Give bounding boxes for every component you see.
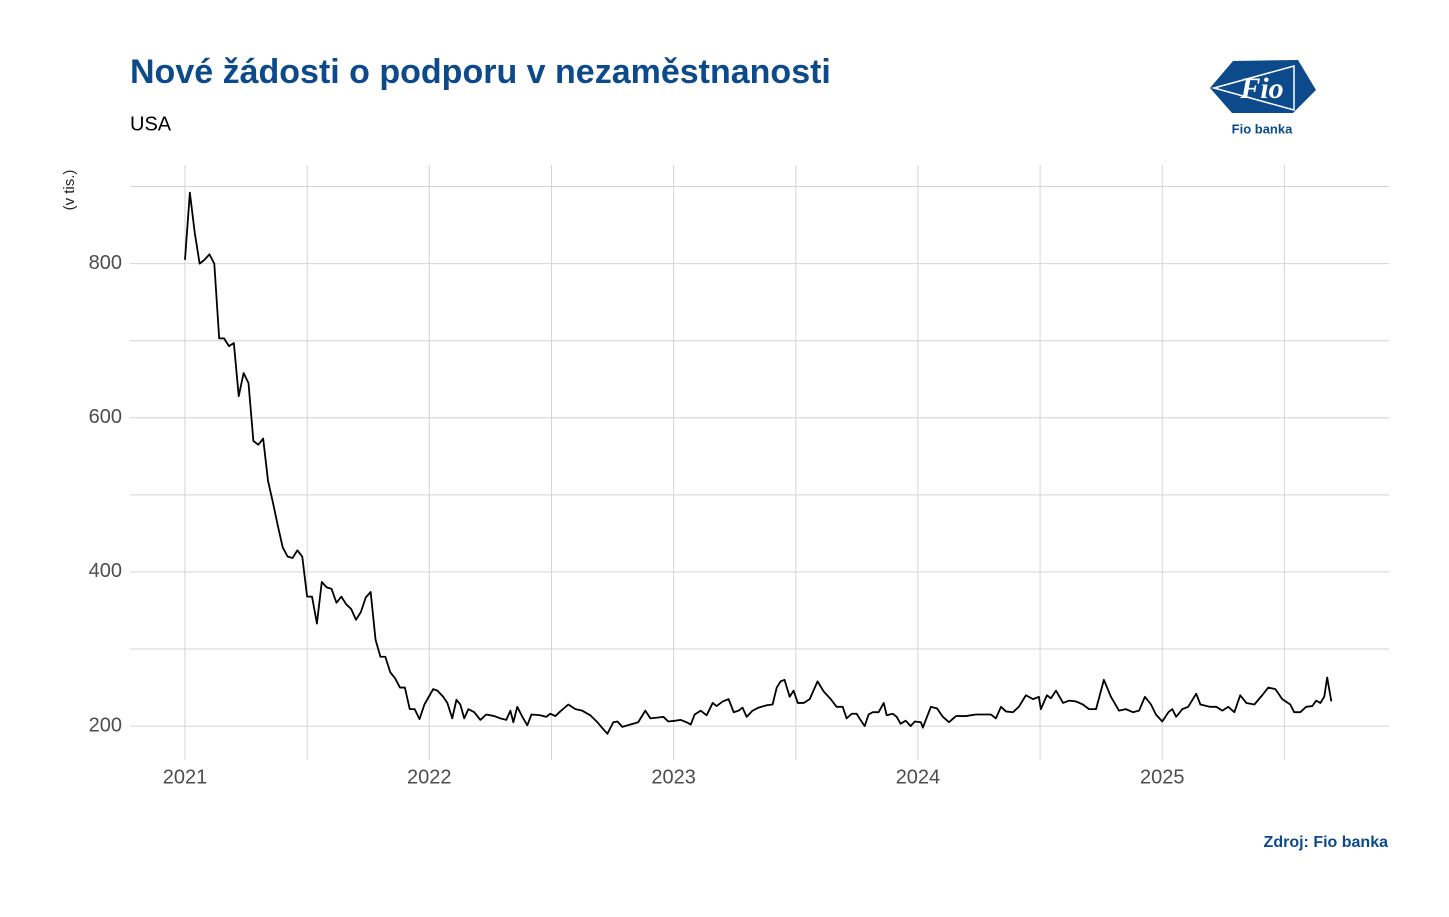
y-tick-label: 600	[89, 406, 122, 428]
x-tick-label: 2024	[896, 766, 941, 788]
y-tick-label: 800	[89, 252, 122, 274]
x-tick-label: 2022	[407, 766, 452, 788]
logo-caption: Fio banka	[1232, 121, 1293, 136]
x-tick-label: 2023	[651, 766, 696, 788]
chart-title: Nové žádosti o podporu v nezaměstnanosti	[130, 53, 831, 91]
y-tick-label: 200	[89, 714, 122, 736]
source: Zdroj: Fio banka	[1264, 834, 1389, 851]
logo: Fio Fio banka	[1210, 60, 1316, 136]
logo-text: Fio	[1239, 72, 1283, 105]
chart-subtitle: USA	[130, 113, 172, 135]
logo-shape	[1210, 60, 1316, 113]
y-axis-label: (v tis.)	[61, 170, 78, 211]
x-tick-label: 2025	[1140, 766, 1185, 788]
x-tick-label: 2021	[163, 766, 208, 788]
y-tick-label: 400	[89, 560, 122, 582]
logo-outline	[1211, 65, 1295, 111]
data-line	[184, 191, 1333, 735]
